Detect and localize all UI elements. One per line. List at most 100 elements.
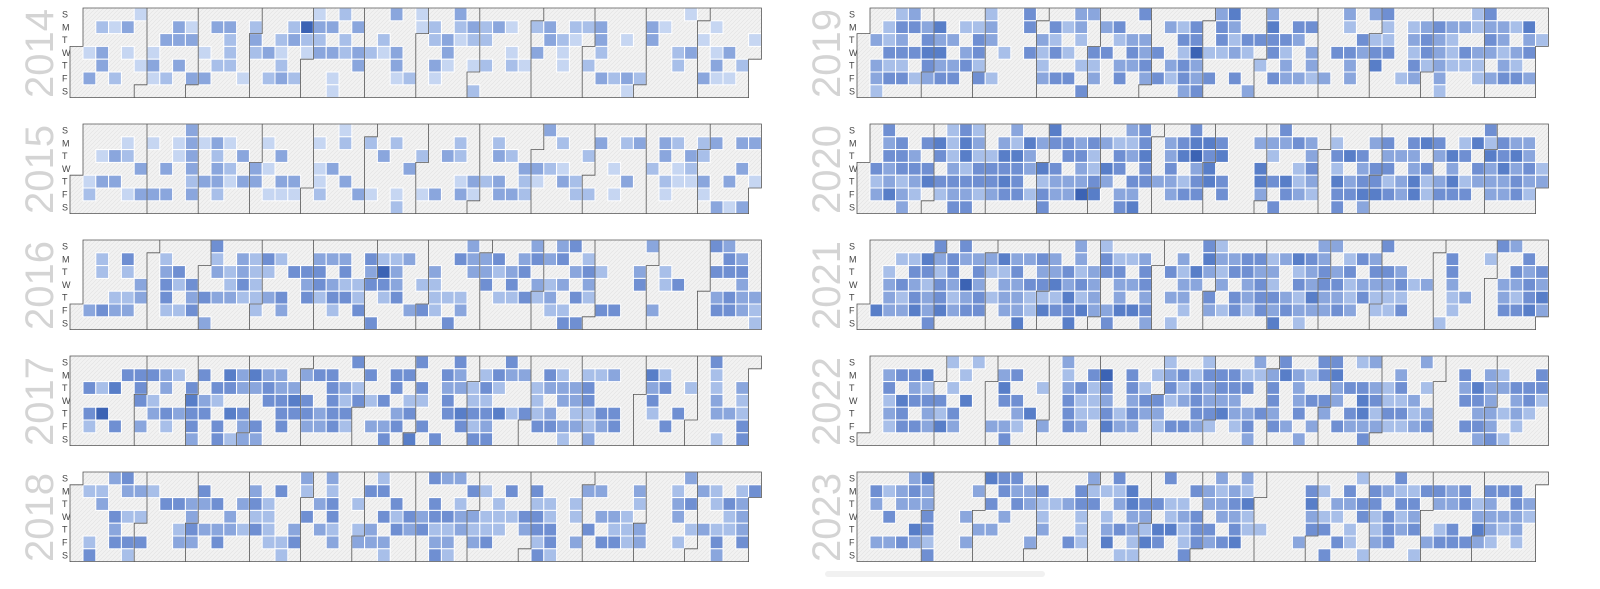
month-boundaries	[133, 356, 698, 446]
day-cell	[568, 535, 583, 550]
day-cell	[1099, 406, 1114, 421]
day-cell	[895, 419, 909, 434]
day-cell	[210, 535, 225, 550]
day-cell	[248, 161, 263, 176]
day-cell	[325, 20, 340, 35]
month-boundary-line	[466, 472, 481, 562]
day-cell	[1355, 497, 1370, 511]
day-cell	[197, 136, 212, 151]
month-boundary-line	[185, 8, 199, 98]
month-boundary-line	[466, 8, 481, 98]
day-cell	[1317, 265, 1332, 279]
day-cell	[1368, 522, 1383, 537]
day-cell	[492, 497, 506, 511]
day-cell	[517, 174, 532, 189]
year-label: 2016	[18, 241, 62, 330]
weekday-label: T	[62, 525, 68, 535]
day-cell	[907, 471, 922, 486]
day-cell	[1151, 393, 1165, 408]
day-cell	[210, 265, 225, 279]
day-cell	[492, 20, 506, 35]
day-cell	[453, 381, 468, 395]
day-cell	[389, 497, 404, 511]
day-cell	[1138, 303, 1153, 318]
day-cell	[325, 497, 340, 511]
day-cell	[453, 136, 468, 151]
month-boundary-line	[1087, 124, 1101, 214]
day-cell	[946, 381, 961, 395]
day-cell	[971, 277, 986, 292]
day-cell	[1215, 484, 1229, 499]
day-cell	[1522, 497, 1537, 511]
day-cell	[300, 484, 314, 499]
day-cell	[895, 406, 909, 421]
day-cell	[997, 149, 1012, 163]
day-cell	[1291, 20, 1306, 35]
day-cell	[1535, 33, 1549, 47]
day-cell	[709, 45, 724, 60]
day-cell	[325, 381, 340, 395]
day-cell	[223, 368, 238, 383]
day-cell	[1074, 484, 1089, 499]
day-cell	[261, 522, 276, 537]
day-cell	[1471, 7, 1485, 22]
day-cell	[556, 58, 570, 73]
day-cell	[1061, 393, 1076, 408]
day-cell	[959, 187, 973, 202]
month-boundary-line	[1036, 124, 1050, 214]
month-boundary-line	[581, 240, 596, 330]
month-boundary-line	[1432, 356, 1447, 446]
day-cell	[146, 393, 161, 408]
day-cell	[453, 149, 468, 163]
day-cell	[1343, 20, 1357, 35]
day-cell	[1074, 509, 1089, 524]
day-cell	[594, 368, 609, 383]
day-cell	[184, 123, 199, 138]
day-cell	[312, 497, 327, 511]
day-cell	[338, 265, 353, 279]
day-cell	[108, 149, 122, 163]
day-cell	[1445, 45, 1460, 60]
day-cell	[556, 174, 570, 189]
day-cell	[492, 252, 506, 267]
calendar-outline	[69, 7, 762, 98]
day-cell	[1202, 303, 1217, 318]
day-cell	[920, 161, 935, 176]
day-cell	[696, 136, 711, 151]
day-cell	[543, 277, 558, 292]
day-cell	[1445, 265, 1460, 279]
day-cell	[1048, 45, 1063, 60]
day-cell	[1061, 45, 1076, 60]
day-cell	[1509, 290, 1524, 305]
day-cell	[920, 368, 935, 383]
day-cell	[530, 174, 545, 189]
day-cell	[338, 393, 353, 408]
day-cell	[108, 522, 122, 537]
day-cell	[223, 45, 238, 60]
day-cell	[1509, 161, 1524, 176]
day-cell	[261, 497, 276, 511]
day-cell	[1291, 290, 1306, 305]
day-cell	[1202, 45, 1217, 60]
day-cell	[645, 406, 660, 421]
day-cell	[1010, 393, 1025, 408]
day-cell	[1112, 265, 1127, 279]
day-cell	[1215, 277, 1229, 292]
day-cell	[1279, 303, 1293, 318]
day-cell	[594, 419, 609, 434]
day-cell	[389, 509, 404, 524]
day-cell	[543, 522, 558, 537]
day-cell	[1125, 277, 1140, 292]
day-cell	[1253, 252, 1268, 267]
day-cell	[389, 71, 404, 86]
day-cell	[1330, 161, 1345, 176]
day-cell	[1189, 277, 1204, 292]
day-cell	[287, 174, 302, 189]
day-cell	[325, 368, 340, 383]
day-cell	[920, 20, 935, 35]
day-cell	[82, 381, 97, 395]
day-cell	[1317, 355, 1332, 370]
